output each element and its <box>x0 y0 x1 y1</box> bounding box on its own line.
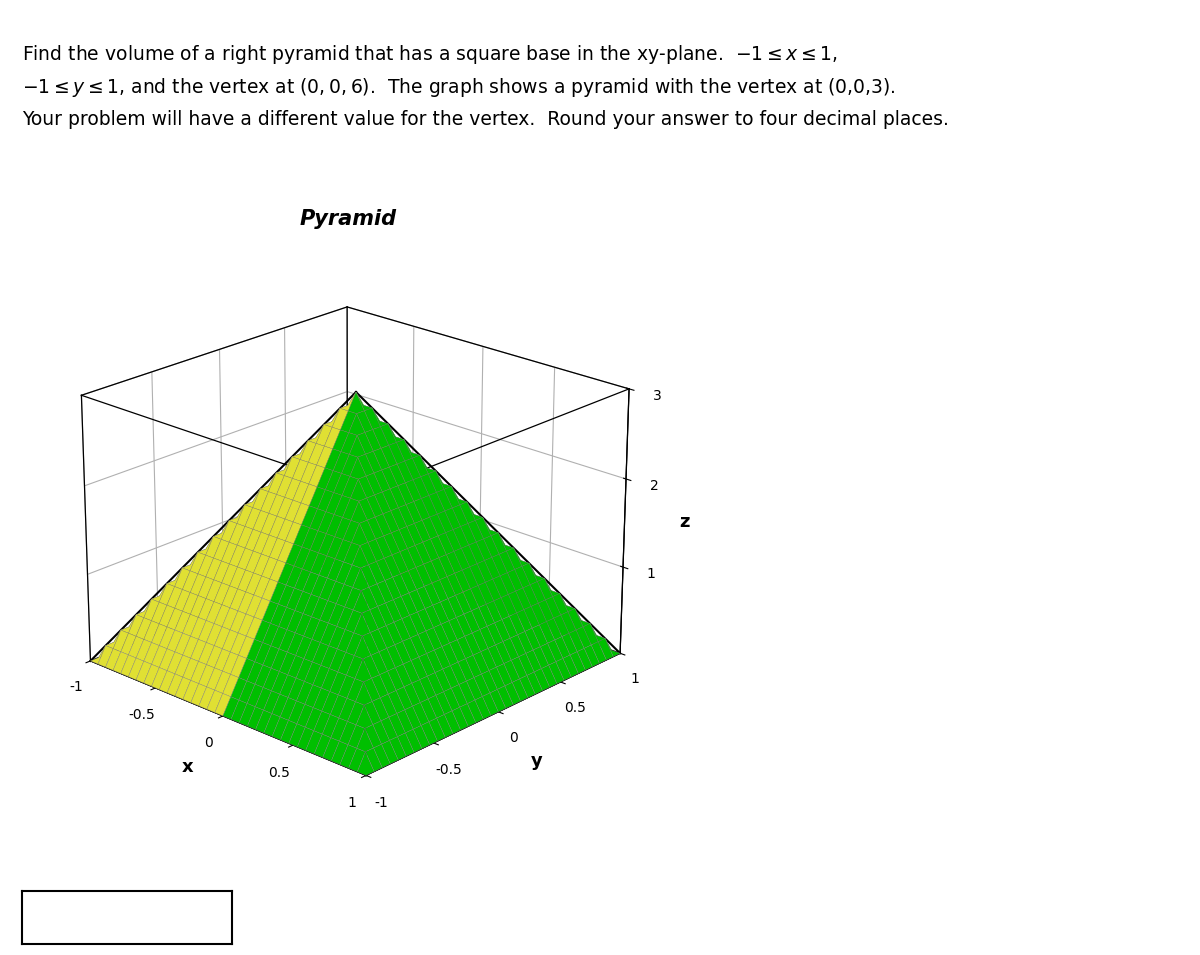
Text: Find the volume of a right pyramid that has a square base in the xy-plane.  $-1 : Find the volume of a right pyramid that … <box>22 43 838 66</box>
Title: Pyramid: Pyramid <box>300 209 396 229</box>
Text: Your problem will have a different value for the vertex.  Round your answer to f: Your problem will have a different value… <box>22 110 948 129</box>
Y-axis label: y: y <box>530 753 542 771</box>
X-axis label: x: x <box>181 758 193 775</box>
Text: $-1 \leq y \leq 1$, and the vertex at $(0, 0, 6)$.  The graph shows a pyramid wi: $-1 \leq y \leq 1$, and the vertex at $(… <box>22 76 895 99</box>
